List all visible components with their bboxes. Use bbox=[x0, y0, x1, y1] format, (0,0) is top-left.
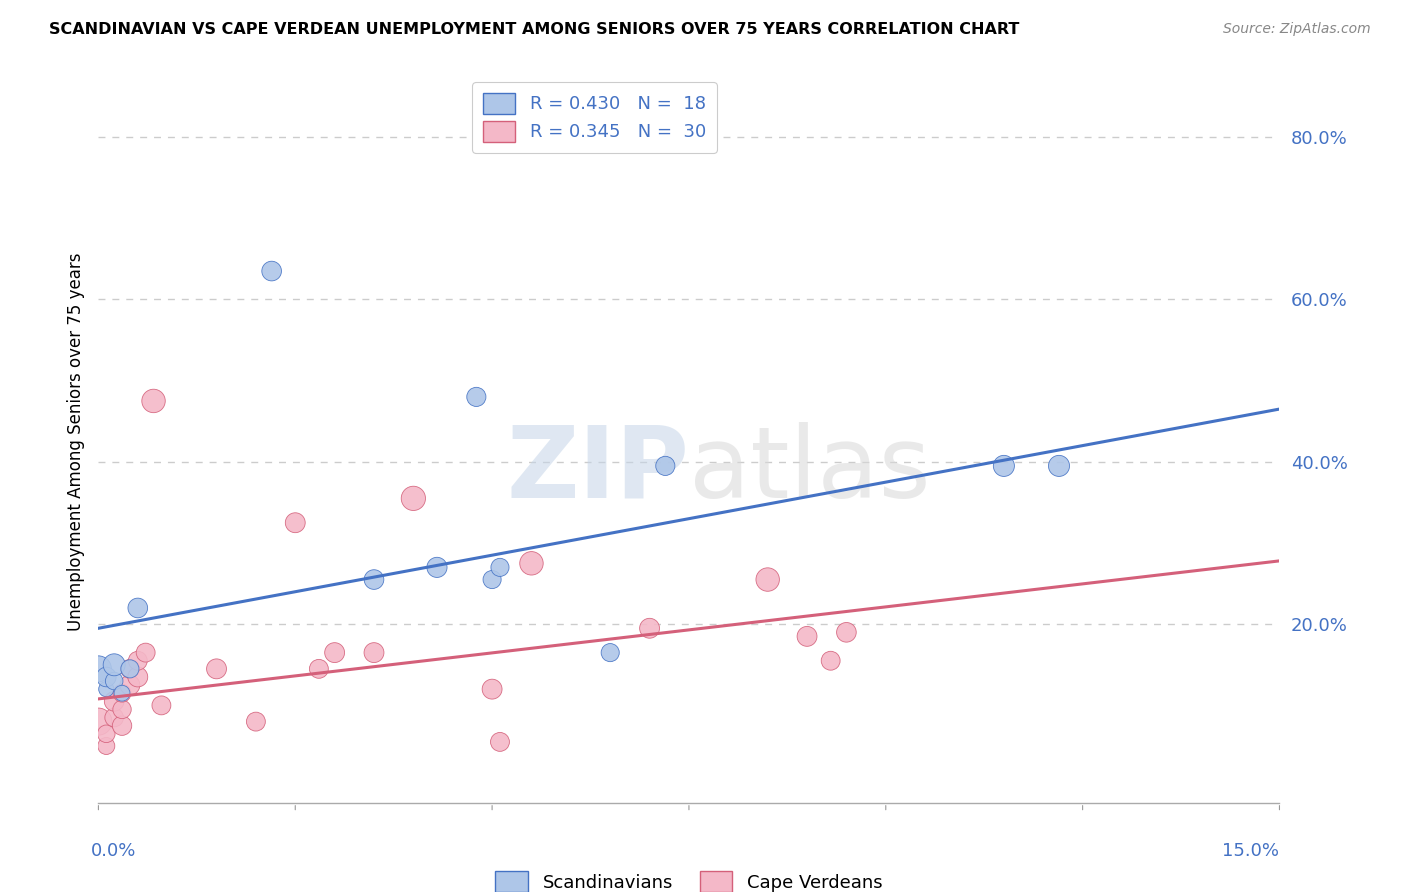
Point bbox=[599, 646, 621, 660]
Point bbox=[103, 694, 125, 708]
Legend: Scandinavians, Cape Verdeans: Scandinavians, Cape Verdeans bbox=[486, 863, 891, 892]
Point bbox=[127, 601, 149, 615]
Point bbox=[308, 662, 330, 676]
Point bbox=[796, 629, 818, 643]
Point bbox=[245, 714, 267, 729]
Point bbox=[150, 698, 173, 713]
Point bbox=[127, 654, 149, 668]
Point bbox=[135, 646, 157, 660]
Point bbox=[118, 662, 141, 676]
Text: SCANDINAVIAN VS CAPE VERDEAN UNEMPLOYMENT AMONG SENIORS OVER 75 YEARS CORRELATIO: SCANDINAVIAN VS CAPE VERDEAN UNEMPLOYMEN… bbox=[49, 22, 1019, 37]
Point bbox=[284, 516, 307, 530]
Point bbox=[118, 662, 141, 676]
Point bbox=[638, 621, 661, 635]
Point bbox=[820, 654, 842, 668]
Point bbox=[481, 682, 503, 697]
Point bbox=[402, 491, 425, 506]
Point bbox=[111, 686, 134, 700]
Point bbox=[205, 662, 228, 676]
Point bbox=[654, 458, 676, 473]
Point bbox=[111, 686, 134, 700]
Text: atlas: atlas bbox=[689, 422, 931, 519]
Point bbox=[756, 573, 779, 587]
Y-axis label: Unemployment Among Seniors over 75 years: Unemployment Among Seniors over 75 years bbox=[66, 252, 84, 631]
Point bbox=[118, 678, 141, 692]
Point bbox=[993, 458, 1015, 473]
Point bbox=[489, 735, 512, 749]
Point bbox=[111, 719, 134, 733]
Point bbox=[520, 557, 543, 571]
Point bbox=[481, 573, 503, 587]
Point bbox=[103, 710, 125, 724]
Text: 0.0%: 0.0% bbox=[90, 842, 136, 860]
Point bbox=[96, 739, 118, 753]
Point bbox=[465, 390, 488, 404]
Text: ZIP: ZIP bbox=[506, 422, 689, 519]
Point bbox=[260, 264, 283, 278]
Point bbox=[835, 625, 858, 640]
Point bbox=[103, 673, 125, 688]
Point bbox=[127, 670, 149, 684]
Point bbox=[103, 657, 125, 672]
Point bbox=[111, 702, 134, 716]
Point bbox=[489, 560, 512, 574]
Point bbox=[426, 560, 449, 574]
Point bbox=[96, 727, 118, 741]
Point bbox=[87, 714, 110, 729]
Point bbox=[96, 670, 118, 684]
Point bbox=[323, 646, 346, 660]
Point bbox=[363, 573, 385, 587]
Point bbox=[96, 682, 118, 697]
Text: Source: ZipAtlas.com: Source: ZipAtlas.com bbox=[1223, 22, 1371, 37]
Point bbox=[87, 662, 110, 676]
Point bbox=[142, 393, 165, 408]
Point bbox=[363, 646, 385, 660]
Text: 15.0%: 15.0% bbox=[1222, 842, 1279, 860]
Point bbox=[1047, 458, 1070, 473]
